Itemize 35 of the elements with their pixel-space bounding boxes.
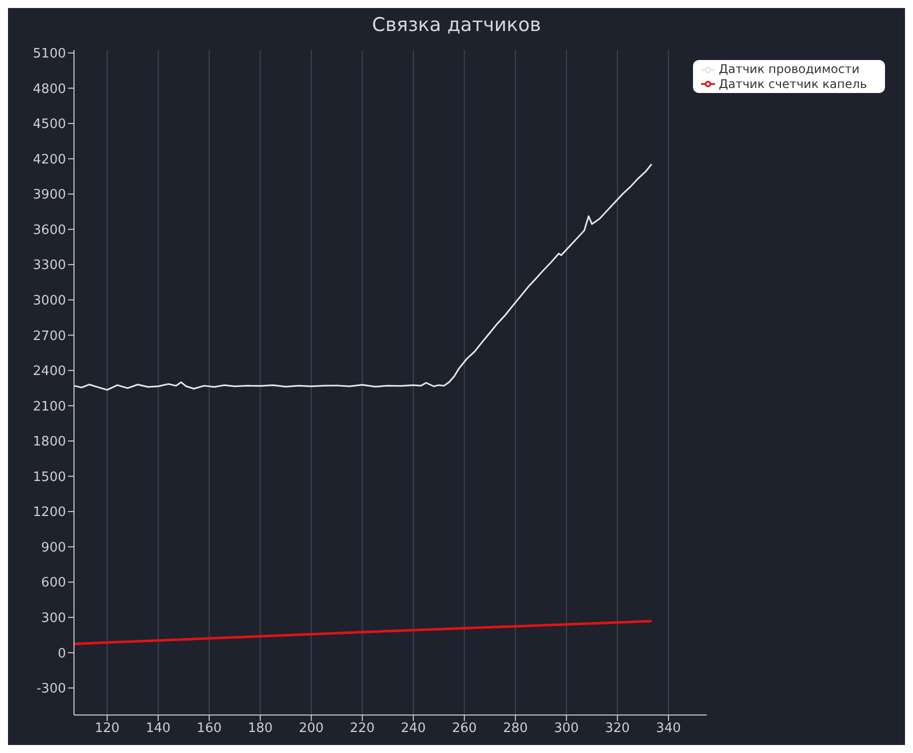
y-tick-label: -300 [36, 682, 66, 697]
y-tick-label: 1800 [32, 434, 66, 450]
y-tick-label: 600 [41, 576, 66, 591]
y-tick-label: 0 [58, 646, 66, 662]
y-tick-label: 1200 [32, 505, 66, 520]
x-tick-label: 260 [452, 721, 477, 736]
y-tick-label: 3600 [32, 222, 66, 238]
y-tick-label: 4800 [32, 82, 66, 97]
legend-label: Датчик проводимости [718, 62, 860, 76]
x-tick-label: 160 [196, 721, 222, 736]
y-tick-label: 4500 [32, 117, 66, 132]
y-tick-label: 3300 [32, 258, 66, 274]
y-tick-label: 3900 [32, 188, 66, 203]
x-tick-label: 180 [248, 721, 273, 736]
y-tick-label: 2700 [32, 328, 66, 344]
legend-label: Датчик счетчик капель [718, 76, 867, 91]
x-tick-label: 300 [554, 721, 579, 736]
x-tick-label: 320 [605, 721, 630, 736]
y-tick-label: 900 [41, 540, 66, 556]
x-tick-label: 220 [350, 721, 375, 736]
chart-title: Связка датчиков [371, 13, 542, 38]
y-tick-label: 5100 [32, 46, 66, 62]
x-tick-label: 120 [94, 721, 120, 736]
x-tick-label: 280 [502, 721, 528, 736]
y-tick-label: 2100 [32, 399, 66, 414]
x-tick-label: 340 [656, 721, 681, 736]
y-tick-label: 1500 [32, 470, 66, 485]
x-tick-label: 240 [400, 721, 426, 736]
y-tick-label: 3000 [32, 294, 66, 309]
x-tick-label: 200 [298, 721, 324, 736]
x-tick-label: 140 [146, 721, 171, 736]
y-tick-label: 4200 [32, 152, 66, 168]
line-series [74, 163, 652, 391]
y-tick-label: 2400 [32, 364, 66, 380]
y-tick-label: 300 [41, 611, 66, 626]
